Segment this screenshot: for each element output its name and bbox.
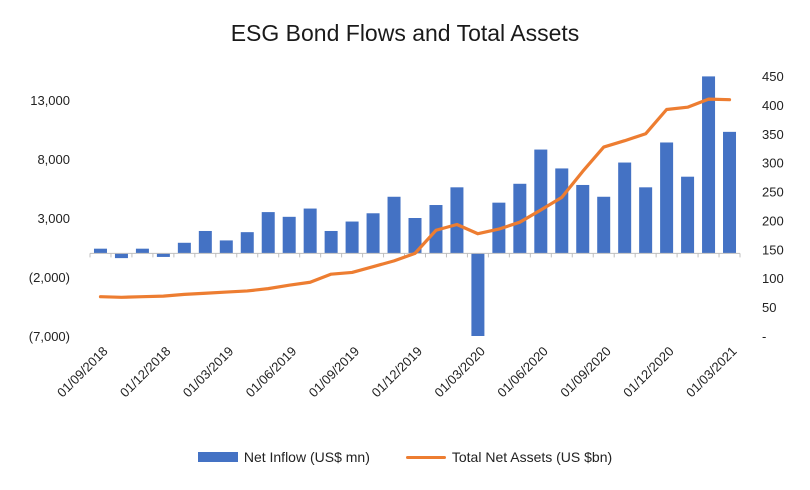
bar-net-inflow xyxy=(240,232,254,254)
right-tick-label: 50 xyxy=(762,300,776,315)
bar-net-inflow xyxy=(723,131,737,254)
bar-net-inflow xyxy=(408,218,422,254)
x-tick-label: 01/12/2018 xyxy=(117,344,174,401)
legend-swatch-line xyxy=(405,455,446,459)
x-tick-label: 01/09/2019 xyxy=(306,344,363,401)
x-tick-label: 01/03/2019 xyxy=(180,344,237,401)
bar-net-inflow xyxy=(702,76,716,254)
left-tick-label: 3,000 xyxy=(37,211,70,226)
x-tick-label: 01/03/2020 xyxy=(431,344,488,401)
bar-net-inflow xyxy=(555,168,569,254)
right-tick-label: 450 xyxy=(762,69,784,84)
left-tick-label: 8,000 xyxy=(37,152,70,167)
bar-net-inflow xyxy=(513,183,527,254)
left-axis: 13,000 8,000 3,000 (2,000) (7,000) xyxy=(29,93,70,344)
legend-swatch-bar xyxy=(197,452,238,462)
bar-net-inflow xyxy=(387,196,401,254)
right-tick-label: 100 xyxy=(762,271,784,286)
bar-net-inflow xyxy=(324,230,338,254)
left-tick-label: (7,000) xyxy=(29,329,70,344)
right-axis: 450 400 350 300 250 200 150 100 50 - xyxy=(762,69,784,344)
line-total-net-assets xyxy=(98,97,732,299)
right-tick-label: 400 xyxy=(762,98,784,113)
right-tick-label: 200 xyxy=(762,213,784,228)
bar-net-inflow xyxy=(660,142,674,254)
x-tick-label: 01/12/2020 xyxy=(620,344,677,401)
legend-item-net-inflow: Net Inflow (US$ mn) xyxy=(197,449,370,465)
right-tick-label: 300 xyxy=(762,156,784,171)
bar-net-inflow xyxy=(618,162,632,254)
legend-label-net-inflow: Net Inflow (US$ mn) xyxy=(243,449,370,465)
bar-net-inflow xyxy=(114,253,128,259)
bar-net-inflow xyxy=(345,221,359,254)
legend: Net Inflow (US$ mn) Total Net Assets (US… xyxy=(0,449,810,465)
x-tick-label: 01/06/2020 xyxy=(494,344,551,401)
x-axis: 01/09/2018 01/12/2018 01/03/2019 01/06/2019… xyxy=(54,344,740,401)
x-tick-label: 01/09/2020 xyxy=(557,344,614,401)
bar-net-inflow xyxy=(219,240,233,254)
bar-net-inflow xyxy=(261,212,275,254)
bar-net-inflow xyxy=(681,176,695,254)
bar-net-inflow xyxy=(534,149,548,254)
x-tick-label: 01/03/2021 xyxy=(683,344,740,401)
right-tick-label: 150 xyxy=(762,242,784,257)
legend-item-total-net-assets: Total Net Assets (US $bn) xyxy=(405,449,613,465)
bar-series xyxy=(93,76,737,336)
bar-net-inflow xyxy=(156,253,170,257)
bar-net-inflow xyxy=(576,184,590,254)
bar-net-inflow xyxy=(471,253,485,336)
bar-net-inflow xyxy=(198,230,212,254)
right-tick-label: 350 xyxy=(762,127,784,142)
bar-net-inflow xyxy=(366,213,380,254)
left-tick-label: (2,000) xyxy=(29,270,70,285)
x-tick-label: 01/06/2019 xyxy=(243,344,300,401)
legend-label-total-net-assets: Total Net Assets (US $bn) xyxy=(451,449,613,465)
bar-net-inflow xyxy=(303,208,317,254)
right-tick-label: 250 xyxy=(762,185,784,200)
bar-net-inflow xyxy=(177,242,191,254)
x-tick-label: 01/09/2018 xyxy=(54,344,111,401)
bar-net-inflow xyxy=(597,196,611,254)
line-series xyxy=(98,97,732,299)
chart-title: ESG Bond Flows and Total Assets xyxy=(230,20,580,46)
bar-net-inflow xyxy=(135,248,149,254)
bar-net-inflow xyxy=(282,216,296,254)
right-tick-label: - xyxy=(762,329,766,344)
left-tick-label: 13,000 xyxy=(30,93,70,108)
x-tick-label: 01/12/2019 xyxy=(368,344,425,401)
bar-net-inflow xyxy=(639,187,653,254)
bar-net-inflow xyxy=(93,248,107,254)
bar-net-inflow xyxy=(450,187,464,254)
